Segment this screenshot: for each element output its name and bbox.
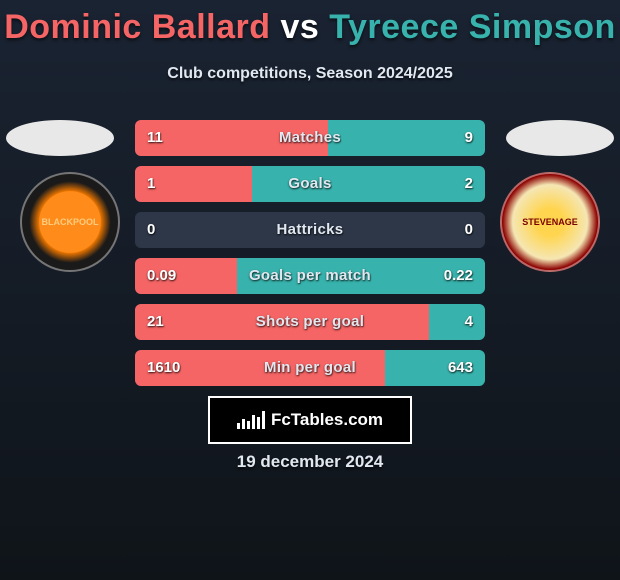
stat-value-right: 0 [465, 212, 473, 248]
subtitle: Club competitions, Season 2024/2025 [0, 65, 620, 83]
bar-chart-icon [237, 411, 265, 429]
stat-value-right: 643 [448, 350, 473, 386]
stat-row: Goals per match0.09 0.22 [135, 258, 485, 294]
crest-right-label: STEVENAGE [522, 217, 578, 227]
player1-club-crest: BLACKPOOL [20, 172, 120, 272]
crest-left-label: BLACKPOOL [42, 217, 99, 227]
stat-value-right: 4 [465, 304, 473, 340]
player1-avatar-placeholder [6, 120, 114, 156]
stat-row: Shots per goal21 4 [135, 304, 485, 340]
stat-label: Goals per match [135, 258, 485, 294]
stat-value-left: 0.09 [147, 258, 176, 294]
stat-label: Matches [135, 120, 485, 156]
stat-value-right: 0.22 [444, 258, 473, 294]
stat-value-left: 1 [147, 166, 155, 202]
page-title: Dominic Ballard vs Tyreece Simpson [0, 0, 620, 47]
player2-name: Tyreece Simpson [329, 8, 616, 46]
player1-name: Dominic Ballard [4, 8, 270, 46]
stat-row: Hattricks0 0 [135, 212, 485, 248]
player2-club-crest: STEVENAGE [500, 172, 600, 272]
player2-avatar-placeholder [506, 120, 614, 156]
stat-row: Matches11 9 [135, 120, 485, 156]
fctables-logo: FcTables.com [208, 396, 412, 444]
stat-value-left: 1610 [147, 350, 180, 386]
stat-row: Goals1 2 [135, 166, 485, 202]
stat-label: Hattricks [135, 212, 485, 248]
stat-value-right: 9 [465, 120, 473, 156]
stat-value-right: 2 [465, 166, 473, 202]
stat-row: Min per goal1610 643 [135, 350, 485, 386]
stat-label: Min per goal [135, 350, 485, 386]
stat-label: Goals [135, 166, 485, 202]
vs-label: vs [280, 8, 319, 46]
comparison-stats: Matches11 9 Goals1 2 Hattricks0 0 Goals per ma… [135, 120, 485, 396]
stat-value-left: 11 [147, 120, 163, 156]
stat-value-left: 21 [147, 304, 164, 340]
stat-label: Shots per goal [135, 304, 485, 340]
logo-text: FcTables.com [271, 410, 383, 430]
stat-value-left: 0 [147, 212, 155, 248]
snapshot-date: 19 december 2024 [0, 452, 620, 472]
